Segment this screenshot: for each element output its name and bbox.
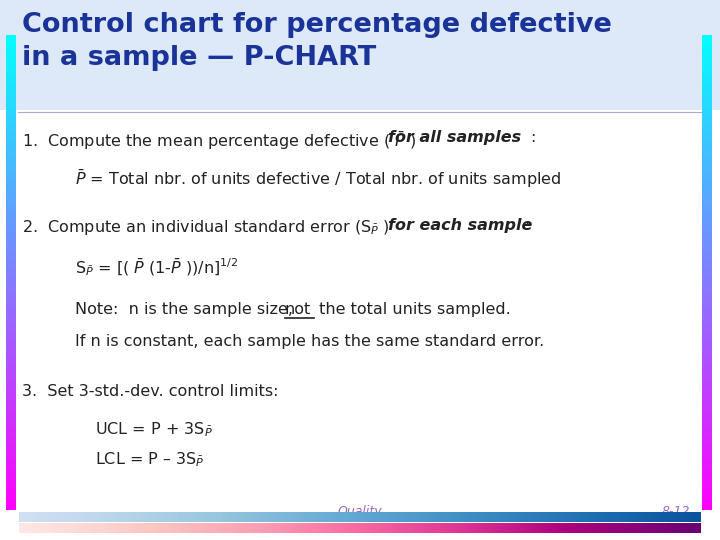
Text: LCL = P – 3S$_{\bar{P}}$: LCL = P – 3S$_{\bar{P}}$	[95, 450, 204, 469]
Text: 2.  Compute an individual standard error (S$_{\bar{P}}$ ): 2. Compute an individual standard error …	[22, 218, 391, 237]
Text: :: :	[530, 130, 536, 145]
Text: not: not	[285, 302, 311, 317]
Text: in a sample — P-CHART: in a sample — P-CHART	[22, 45, 377, 71]
Text: 3.  Set 3-std.-dev. control limits:: 3. Set 3-std.-dev. control limits:	[22, 384, 279, 399]
Text: Quality: Quality	[338, 505, 382, 518]
Text: $\bar{P}$ = Total nbr. of units defective / Total nbr. of units sampled: $\bar{P}$ = Total nbr. of units defectiv…	[75, 168, 562, 190]
Text: 8-12: 8-12	[662, 505, 690, 518]
Text: If n is constant, each sample has the same standard error.: If n is constant, each sample has the sa…	[75, 334, 544, 349]
Text: UCL = P + 3S$_{\bar{P}}$: UCL = P + 3S$_{\bar{P}}$	[95, 420, 213, 438]
Text: :: :	[524, 218, 529, 233]
Text: S$_{\bar{P}}$ = [( $\bar{P}$ (1-$\bar{P}$ ))/n]$^{1/2}$: S$_{\bar{P}}$ = [( $\bar{P}$ (1-$\bar{P}…	[75, 256, 238, 278]
Text: Control chart for percentage defective: Control chart for percentage defective	[22, 12, 612, 38]
Text: for each sample: for each sample	[388, 218, 532, 233]
Text: 1.  Compute the mean percentage defective ( $\bar{P}$ ): 1. Compute the mean percentage defective…	[22, 130, 418, 152]
Text: for all samples: for all samples	[388, 130, 521, 145]
Text: Note:  n is the sample size,: Note: n is the sample size,	[75, 302, 298, 317]
Bar	[0, 0, 720, 110]
Text: the total units sampled.: the total units sampled.	[314, 302, 510, 317]
